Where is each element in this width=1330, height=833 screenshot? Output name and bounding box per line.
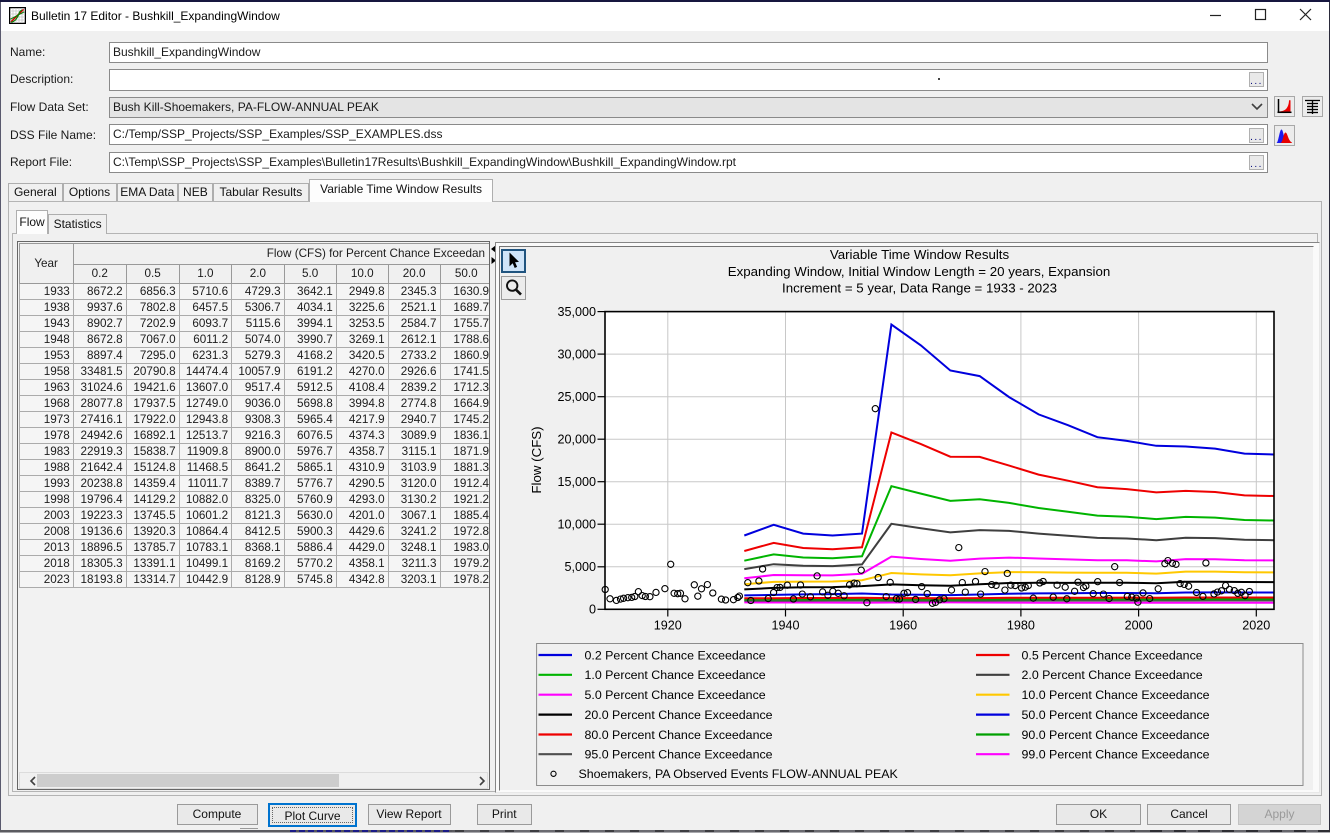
svg-text:80.0 Percent Chance Exceedance: 80.0 Percent Chance Exceedance	[585, 728, 773, 742]
svg-text:2020: 2020	[1242, 619, 1270, 633]
svg-text:25,000: 25,000	[557, 390, 596, 404]
svg-text:95.0 Percent Chance Exceedance: 95.0 Percent Chance Exceedance	[585, 748, 773, 762]
svg-text:2000: 2000	[1125, 619, 1153, 633]
svg-text:30,000: 30,000	[557, 347, 596, 361]
svg-text:5.0 Percent Chance Exceedance: 5.0 Percent Chance Exceedance	[585, 688, 766, 702]
svg-text:50.0 Percent Chance Exceedance: 50.0 Percent Chance Exceedance	[1022, 708, 1210, 722]
svg-text:Flow (CFS): Flow (CFS)	[529, 426, 544, 493]
svg-text:0: 0	[589, 603, 596, 617]
svg-text:20.0 Percent Chance Exceedance: 20.0 Percent Chance Exceedance	[585, 708, 773, 722]
svg-text:Shoemakers, PA Observed Events: Shoemakers, PA Observed Events FLOW-ANNU…	[579, 767, 899, 781]
svg-text:Increment = 5 year, Data Range: Increment = 5 year, Data Range = 1933 - …	[782, 281, 1057, 296]
svg-text:Expanding Window, Initial Wind: Expanding Window, Initial Window Length …	[728, 264, 1111, 279]
svg-text:15,000: 15,000	[557, 475, 596, 489]
svg-text:1920: 1920	[654, 619, 682, 633]
svg-text:35,000: 35,000	[557, 305, 596, 319]
svg-text:1960: 1960	[889, 619, 917, 633]
svg-text:1980: 1980	[1007, 619, 1035, 633]
svg-text:Variable Time Window Results: Variable Time Window Results	[830, 247, 1010, 262]
svg-text:20,000: 20,000	[557, 433, 596, 447]
svg-text:99.0 Percent Chance Exceedance: 99.0 Percent Chance Exceedance	[1022, 748, 1210, 762]
svg-text:10,000: 10,000	[557, 518, 596, 532]
svg-text:0.5 Percent Chance Exceedance: 0.5 Percent Chance Exceedance	[1022, 648, 1203, 662]
svg-text:1940: 1940	[771, 619, 799, 633]
svg-text:2.0 Percent Chance Exceedance: 2.0 Percent Chance Exceedance	[1022, 668, 1203, 682]
svg-text:0.2 Percent Chance Exceedance: 0.2 Percent Chance Exceedance	[585, 648, 766, 662]
svg-text:10.0 Percent Chance Exceedance: 10.0 Percent Chance Exceedance	[1022, 688, 1210, 702]
svg-text:90.0 Percent Chance Exceedance: 90.0 Percent Chance Exceedance	[1022, 728, 1210, 742]
svg-text:1.0 Percent Chance Exceedance: 1.0 Percent Chance Exceedance	[585, 668, 766, 682]
svg-text:5,000: 5,000	[564, 560, 596, 574]
